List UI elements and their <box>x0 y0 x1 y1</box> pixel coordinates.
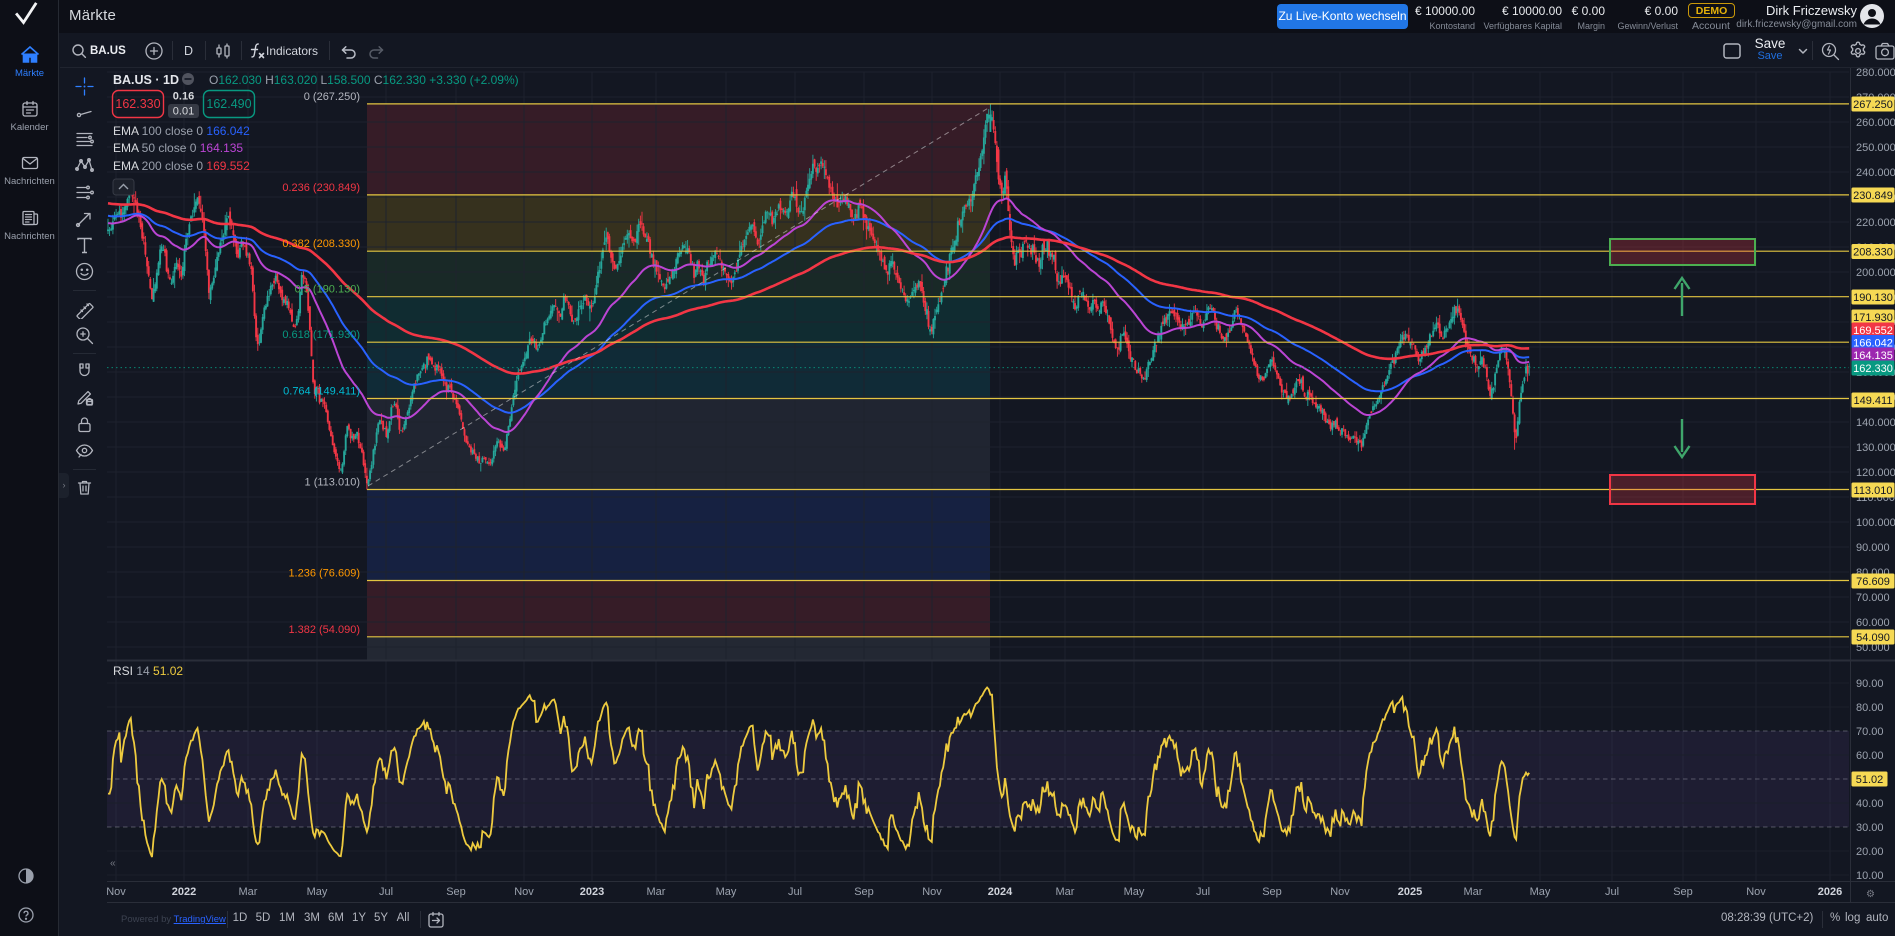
svg-text:169.552: 169.552 <box>1853 325 1893 337</box>
svg-text:0.618 (171.930): 0.618 (171.930) <box>282 329 360 341</box>
svg-text:30.00: 30.00 <box>1856 822 1884 834</box>
svg-text:76.609: 76.609 <box>1856 576 1890 588</box>
svg-text:Sep: Sep <box>446 886 466 898</box>
svg-text:2026: 2026 <box>1818 886 1842 898</box>
svg-text:100.000: 100.000 <box>1856 517 1895 529</box>
svg-text:10.00: 10.00 <box>1856 870 1884 882</box>
svg-text:140.000: 140.000 <box>1856 417 1895 429</box>
svg-text:BA.US · 1D: BA.US · 1D <box>113 73 179 87</box>
svg-text:Jul: Jul <box>1196 886 1210 898</box>
svg-text:2022: 2022 <box>172 886 196 898</box>
svg-text:240.000: 240.000 <box>1856 167 1895 179</box>
svg-text:0.236 (230.849): 0.236 (230.849) <box>282 182 360 194</box>
svg-text:60.00: 60.00 <box>1856 750 1884 762</box>
svg-text:220.000: 220.000 <box>1856 217 1895 229</box>
svg-text:0.16: 0.16 <box>173 91 194 103</box>
svg-text:Mar: Mar <box>1464 886 1483 898</box>
svg-text:40.00: 40.00 <box>1856 798 1884 810</box>
svg-text:Mar: Mar <box>1056 886 1075 898</box>
svg-text:Nov: Nov <box>514 886 534 898</box>
svg-text:54.090: 54.090 <box>1856 632 1890 644</box>
svg-text:Nov: Nov <box>1330 886 1350 898</box>
svg-text:113.010: 113.010 <box>1854 485 1893 497</box>
svg-text:90.00: 90.00 <box>1856 678 1884 690</box>
svg-text:EMA 200 close 0 169.552: EMA 200 close 0 169.552 <box>113 159 250 173</box>
svg-text:0.01: 0.01 <box>173 106 194 118</box>
svg-text:«: « <box>110 858 116 869</box>
svg-text:162.330: 162.330 <box>1853 363 1893 375</box>
svg-text:149.411: 149.411 <box>1854 395 1893 407</box>
svg-text:O162.030 H163.020 L158.500 C16: O162.030 H163.020 L158.500 C162.330 +3.3… <box>209 73 519 87</box>
svg-text:0.382 (208.330): 0.382 (208.330) <box>282 238 360 250</box>
svg-text:Jul: Jul <box>1605 886 1619 898</box>
svg-text:51.02: 51.02 <box>1856 774 1884 786</box>
svg-text:208.330: 208.330 <box>1853 247 1893 259</box>
svg-text:May: May <box>716 886 737 898</box>
svg-text:⚙: ⚙ <box>1866 889 1875 900</box>
svg-text:120.000: 120.000 <box>1856 467 1895 479</box>
svg-text:May: May <box>307 886 328 898</box>
svg-text:0.764 (149.411): 0.764 (149.411) <box>283 386 360 398</box>
svg-text:May: May <box>1124 886 1145 898</box>
svg-text:200.000: 200.000 <box>1856 267 1895 279</box>
svg-text:280.000: 280.000 <box>1856 68 1895 79</box>
svg-text:2025: 2025 <box>1398 886 1422 898</box>
svg-text:May: May <box>1530 886 1551 898</box>
svg-text:162.490: 162.490 <box>206 97 251 111</box>
svg-text:166.042: 166.042 <box>1853 338 1893 350</box>
svg-text:Nov: Nov <box>107 886 126 898</box>
svg-text:171.930: 171.930 <box>1853 312 1893 324</box>
svg-text:Nov: Nov <box>922 886 942 898</box>
svg-text:EMA 50 close 0 164.135: EMA 50 close 0 164.135 <box>113 141 243 155</box>
svg-text:90.000: 90.000 <box>1856 542 1890 554</box>
svg-text:Nov: Nov <box>1746 886 1766 898</box>
svg-text:230.849: 230.849 <box>1853 190 1893 202</box>
svg-text:0 (267.250): 0 (267.250) <box>304 91 360 103</box>
svg-text:80.00: 80.00 <box>1856 702 1884 714</box>
svg-text:RSI 14 51.02: RSI 14 51.02 <box>113 664 183 678</box>
svg-text:EMA 100 close 0 166.042: EMA 100 close 0 166.042 <box>113 124 250 138</box>
svg-text:70.000: 70.000 <box>1856 592 1890 604</box>
svg-text:Mar: Mar <box>647 886 666 898</box>
svg-text:130.000: 130.000 <box>1856 442 1895 454</box>
svg-text:Sep: Sep <box>1673 886 1693 898</box>
svg-text:60.000: 60.000 <box>1856 617 1890 629</box>
svg-text:Sep: Sep <box>1262 886 1282 898</box>
svg-text:1 (113.010): 1 (113.010) <box>305 477 360 489</box>
svg-text:250.000: 250.000 <box>1856 142 1895 154</box>
svg-text:Mar: Mar <box>239 886 258 898</box>
svg-text:1.382 (54.090): 1.382 (54.090) <box>288 624 360 636</box>
svg-text:190.130: 190.130 <box>1853 292 1893 304</box>
svg-text:2023: 2023 <box>580 886 604 898</box>
svg-text:50.000: 50.000 <box>1856 642 1890 654</box>
svg-text:Jul: Jul <box>788 886 802 898</box>
svg-text:2024: 2024 <box>988 886 1013 898</box>
svg-text:162.330: 162.330 <box>115 97 160 111</box>
svg-text:164.135: 164.135 <box>1853 350 1893 362</box>
svg-text:260.000: 260.000 <box>1856 117 1895 129</box>
svg-text:70.00: 70.00 <box>1856 726 1884 738</box>
svg-text:Sep: Sep <box>854 886 874 898</box>
svg-text:20.00: 20.00 <box>1856 846 1884 858</box>
svg-text:267.250: 267.250 <box>1853 99 1893 111</box>
svg-text:1.236 (76.609): 1.236 (76.609) <box>288 568 360 580</box>
svg-text:0.5 (190.130): 0.5 (190.130) <box>295 284 360 296</box>
svg-text:Jul: Jul <box>379 886 393 898</box>
